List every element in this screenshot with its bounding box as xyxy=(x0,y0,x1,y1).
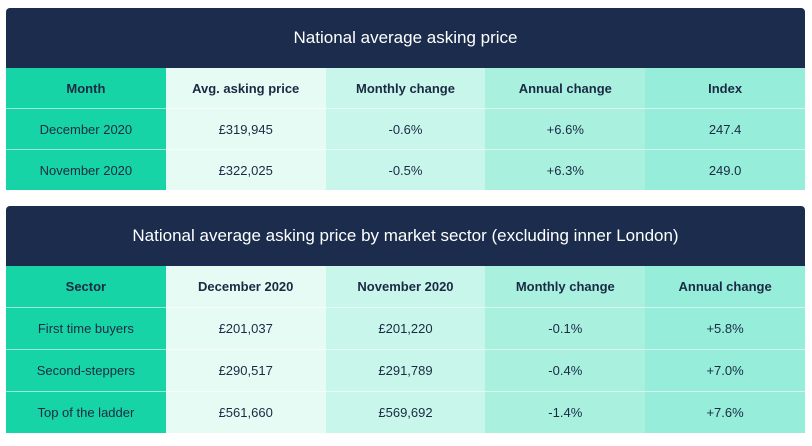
table-cell: £322,025 xyxy=(165,149,326,190)
table-cell: -0.6% xyxy=(325,108,486,150)
asking-price-title: National average asking price xyxy=(6,8,805,68)
table-cell: +7.6% xyxy=(645,391,805,433)
table-cell: +5.8% xyxy=(645,307,805,350)
table-header-row: Sector December 2020 November 2020 Month… xyxy=(6,266,805,308)
market-sector-table: Sector December 2020 November 2020 Month… xyxy=(6,266,805,433)
column-header: Annual change xyxy=(645,266,805,308)
column-header: December 2020 xyxy=(165,266,326,308)
table-cell: £291,789 xyxy=(325,349,486,392)
table-cell: +6.3% xyxy=(485,149,646,190)
column-header: Month xyxy=(6,68,166,109)
table-cell: +7.0% xyxy=(645,349,805,392)
table-cell: £319,945 xyxy=(165,108,326,150)
table-cell: First time buyers xyxy=(6,307,166,350)
table-cell: 249.0 xyxy=(645,149,805,190)
column-header: Annual change xyxy=(485,68,646,109)
column-header: Sector xyxy=(6,266,166,308)
table-cell: £201,220 xyxy=(325,307,486,350)
column-header: Monthly change xyxy=(325,68,486,109)
table-cell: £569,692 xyxy=(325,391,486,433)
column-header: Avg. asking price xyxy=(165,68,326,109)
table-cell: Second-steppers xyxy=(6,349,166,392)
table-row: November 2020 £322,025 -0.5% +6.3% 249.0 xyxy=(6,149,805,190)
column-header: Monthly change xyxy=(485,266,646,308)
table-header-row: Month Avg. asking price Monthly change A… xyxy=(6,68,805,109)
market-sector-panel: National average asking price by market … xyxy=(6,206,805,433)
table-cell: Top of the ladder xyxy=(6,391,166,433)
table-cell: £561,660 xyxy=(165,391,326,433)
table-row: Second-steppers £290,517 £291,789 -0.4% … xyxy=(6,349,805,392)
table-cell: £201,037 xyxy=(165,307,326,350)
table-cell: +6.6% xyxy=(485,108,646,150)
table-cell: -0.5% xyxy=(325,149,486,190)
table-cell: -0.4% xyxy=(485,349,646,392)
table-cell: £290,517 xyxy=(165,349,326,392)
table-cell: -0.1% xyxy=(485,307,646,350)
column-header: November 2020 xyxy=(325,266,486,308)
asking-price-table: Month Avg. asking price Monthly change A… xyxy=(6,68,805,190)
market-sector-title: National average asking price by market … xyxy=(6,206,805,266)
table-cell: November 2020 xyxy=(6,149,166,190)
table-cell: December 2020 xyxy=(6,108,166,150)
table-cell: -1.4% xyxy=(485,391,646,433)
table-row: First time buyers £201,037 £201,220 -0.1… xyxy=(6,307,805,350)
asking-price-panel: National average asking price Month Avg.… xyxy=(6,8,805,190)
table-row: Top of the ladder £561,660 £569,692 -1.4… xyxy=(6,391,805,433)
column-header: Index xyxy=(645,68,805,109)
table-row: December 2020 £319,945 -0.6% +6.6% 247.4 xyxy=(6,108,805,150)
table-cell: 247.4 xyxy=(645,108,805,150)
